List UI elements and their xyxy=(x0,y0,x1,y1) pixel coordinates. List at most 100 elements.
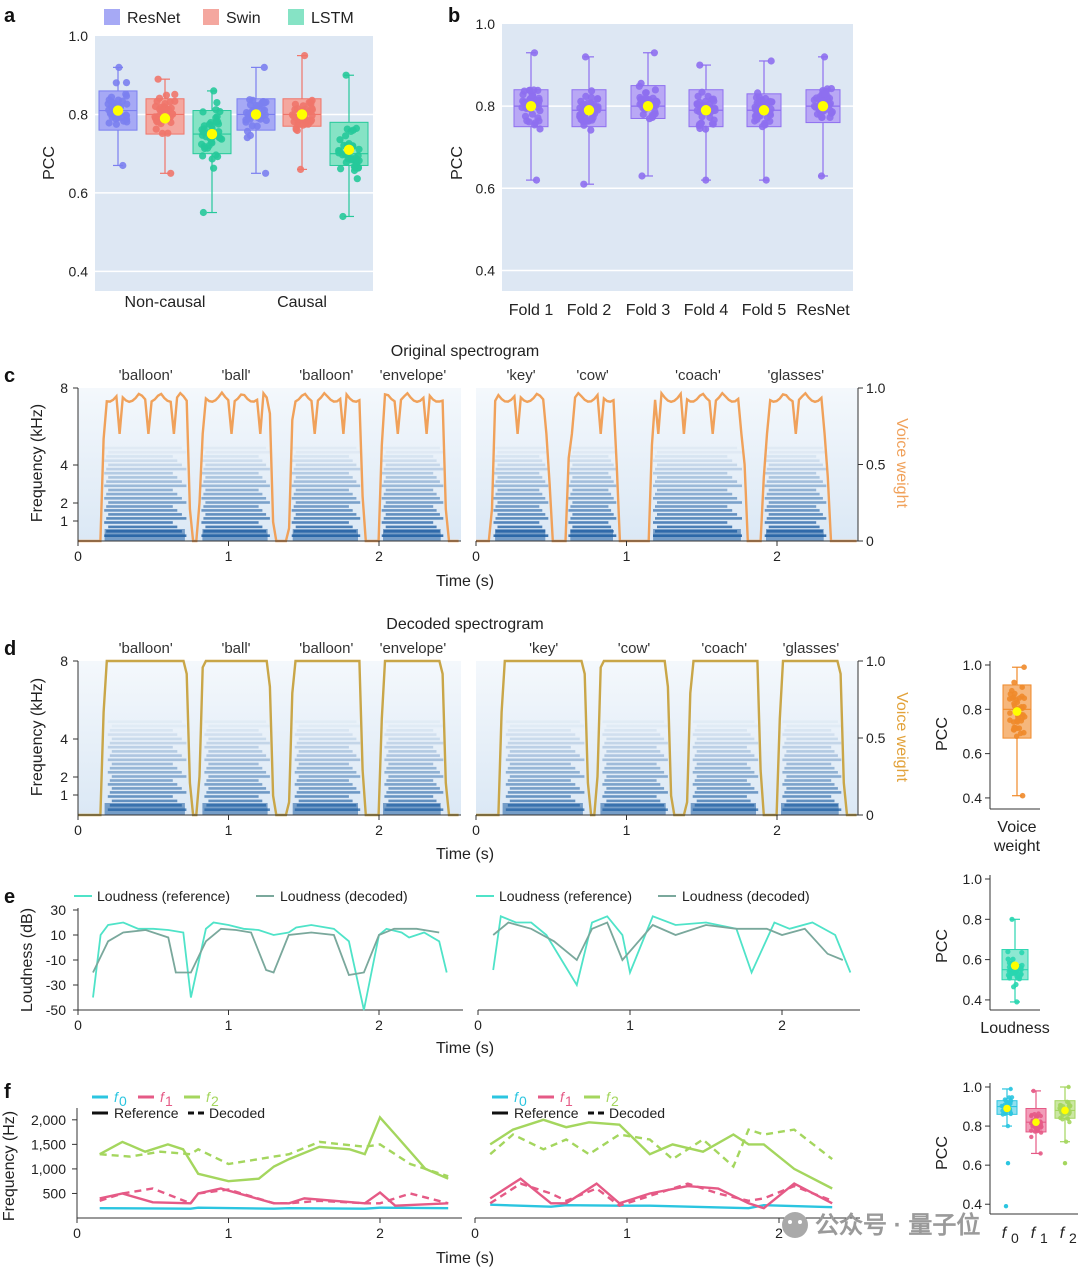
harmonic-band xyxy=(107,720,182,723)
word-label: 'balloon' xyxy=(119,640,173,657)
low-frequency-energy xyxy=(495,529,546,541)
harmonic-band xyxy=(493,484,549,488)
data-point xyxy=(821,90,829,98)
panel-title: Decoded spectrogram xyxy=(386,616,543,633)
y-tick-label: 1,000 xyxy=(31,1161,66,1177)
harmonic-band xyxy=(696,787,755,790)
x-axis-label: Time (s) xyxy=(436,1040,494,1057)
harmonic-band xyxy=(291,497,357,500)
harmonic-band xyxy=(764,459,820,462)
data-point xyxy=(1013,697,1019,703)
harmonic-band xyxy=(782,795,832,798)
grid xyxy=(502,105,853,272)
harmonic-band xyxy=(386,779,434,782)
harmonic-band xyxy=(786,787,838,790)
y-tick-label: 4 xyxy=(60,457,68,473)
harmonic-band xyxy=(381,471,434,475)
harmonic-band xyxy=(108,513,182,516)
harmonic-band xyxy=(764,521,817,524)
harmonic-band xyxy=(768,476,820,479)
harmonic-band xyxy=(507,779,571,782)
legend-label: Loudness (reference) xyxy=(499,888,632,904)
box-x-label-sub: 0 xyxy=(1011,1230,1019,1246)
word-label: 'cow' xyxy=(576,367,609,384)
harmonic-band xyxy=(111,799,178,803)
harmonic-band xyxy=(104,509,178,512)
data-point xyxy=(820,53,829,61)
harmonic-band xyxy=(493,521,540,524)
data-point xyxy=(1064,1099,1070,1105)
y-axis-label: Frequency (kHz) xyxy=(29,404,46,522)
harmonic-band xyxy=(509,799,576,803)
data-point xyxy=(158,129,166,137)
harmonic-band xyxy=(206,791,270,794)
y-ticks: 0.4 0.6 0.8 1.0 xyxy=(69,28,89,279)
harmonic-band xyxy=(495,455,540,458)
data-point xyxy=(260,63,268,71)
legend-label-sub: 2 xyxy=(211,1093,219,1109)
voice-weight-curve xyxy=(78,390,459,543)
data-point xyxy=(702,176,710,184)
data-point xyxy=(1006,1095,1012,1100)
harmonic-band xyxy=(294,745,349,749)
x-tick-label: 1 xyxy=(623,1225,631,1241)
harmonic-band xyxy=(109,754,182,757)
spectrogram: 'balloon' 'ball' 'balloon' 'envelope' 0 1 2 'ke… xyxy=(60,367,885,564)
harmonic-band xyxy=(296,766,353,770)
data-point xyxy=(199,108,207,116)
x-axis-label: Time (s) xyxy=(436,573,494,590)
mean-marker xyxy=(1010,961,1020,970)
y-tick-label: 0.8 xyxy=(963,701,983,717)
data-point xyxy=(587,126,595,134)
harmonic-band xyxy=(505,771,580,774)
mean-marker xyxy=(1012,707,1022,716)
data-point xyxy=(642,89,650,97)
data-point xyxy=(1060,1117,1065,1122)
harmonic-band xyxy=(107,771,182,774)
harmonic-band xyxy=(293,505,349,508)
harmonic-band xyxy=(606,775,668,778)
legend-label: Reference xyxy=(514,1105,579,1121)
data-point xyxy=(813,110,822,118)
data-point xyxy=(1007,717,1013,723)
data-point xyxy=(587,115,596,123)
word-label: 'ball' xyxy=(221,640,250,657)
data-point xyxy=(1008,1101,1013,1106)
low-frequency-energy xyxy=(104,803,185,815)
harmonic-band xyxy=(696,737,755,741)
data-point xyxy=(115,63,123,71)
harmonic-band xyxy=(206,741,270,745)
harmonic-band xyxy=(606,762,657,766)
data-point xyxy=(1021,664,1027,670)
grid xyxy=(95,113,373,273)
data-point xyxy=(297,165,305,173)
y-axis-label: PCC xyxy=(41,146,58,180)
harmonic-band xyxy=(657,501,742,504)
data-point xyxy=(535,96,543,105)
harmonic-band xyxy=(106,455,173,458)
formant-line-f0 xyxy=(490,1203,833,1210)
data-point xyxy=(1005,956,1011,962)
legend: ResNet Swin LSTM xyxy=(104,9,354,27)
data-point xyxy=(1066,1103,1072,1109)
data-point xyxy=(1018,718,1025,724)
harmonic-band xyxy=(786,750,835,753)
harmonic-band xyxy=(208,762,259,766)
data-point xyxy=(1019,684,1025,690)
legend-label-sub: 0 xyxy=(519,1093,527,1109)
word-label: 'key' xyxy=(507,367,536,384)
harmonic-band xyxy=(782,733,835,736)
legend-label: f xyxy=(206,1089,212,1105)
x-tick-label: 0 xyxy=(472,548,480,564)
harmonic-band xyxy=(768,525,820,529)
y-axis-label: Frequency (kHz) xyxy=(29,678,46,796)
harmonic-band xyxy=(206,754,267,757)
y-tick-label: 0.4 xyxy=(963,790,983,806)
x-tick-label: 1 xyxy=(225,1017,233,1033)
x-tick-label: 1 xyxy=(623,822,631,838)
data-point xyxy=(637,95,645,104)
harmonic-band xyxy=(655,492,733,496)
harmonic-band xyxy=(782,758,842,762)
y2-axis-label: Voice weight xyxy=(893,692,910,782)
x-tick-label: 1 xyxy=(225,1225,233,1241)
